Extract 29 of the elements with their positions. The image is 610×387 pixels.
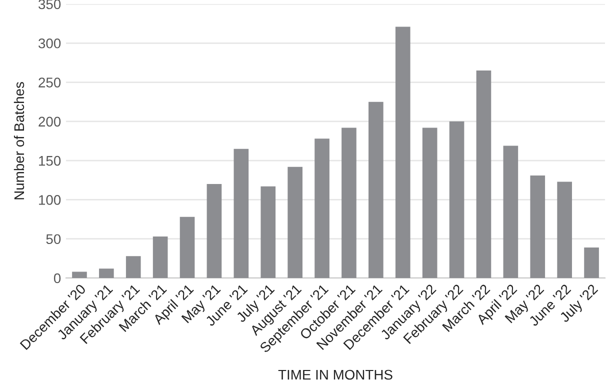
bar (126, 256, 141, 278)
y-tick-label: 0 (54, 273, 61, 284)
bar (395, 26, 410, 278)
bar (260, 186, 276, 278)
bar (368, 102, 384, 278)
bar (530, 175, 546, 278)
bar (342, 128, 356, 278)
y-tick-label: 150 (39, 156, 61, 166)
y-tick-label: 200 (38, 116, 61, 127)
bar (152, 236, 168, 278)
bar (288, 166, 302, 278)
bar (180, 216, 195, 278)
bar (422, 128, 438, 278)
bar (476, 70, 492, 278)
y-tick-label: 50 (46, 234, 61, 244)
bar (72, 272, 87, 278)
x-axis-title: TIME IN MONTHS (278, 370, 392, 380)
bar (584, 247, 599, 278)
bar (557, 182, 572, 278)
bar (206, 184, 222, 278)
bar (234, 148, 249, 278)
bar (449, 121, 464, 278)
y-tick-label: 300 (38, 38, 61, 48)
y-axis-title: Number of Batches (14, 82, 24, 200)
y-tick-label: 100 (39, 195, 61, 205)
bar (314, 138, 330, 278)
bar (503, 146, 518, 278)
y-tick-label: 250 (38, 78, 61, 88)
bar (99, 268, 114, 278)
